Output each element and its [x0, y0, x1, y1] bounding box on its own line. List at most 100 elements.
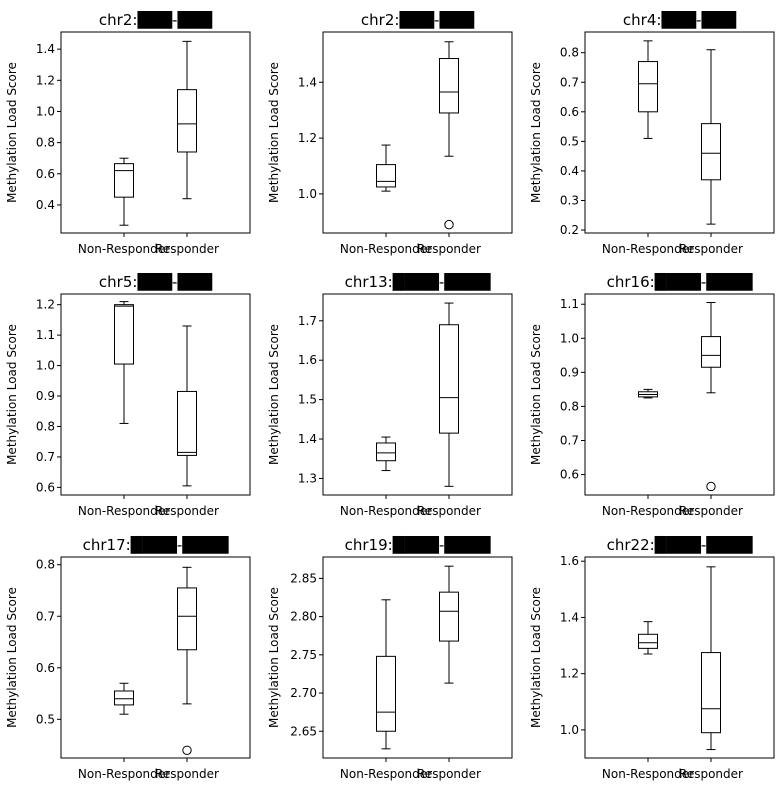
y-tick-label: 2.70	[290, 686, 317, 700]
y-axis-label: Methylation Load Score	[5, 62, 19, 203]
redacted-region: ███-███	[136, 272, 212, 291]
y-axis-label: Methylation Load Score	[529, 587, 543, 728]
x-tick-label: Non-Responder	[602, 767, 694, 781]
box-non-responder	[376, 599, 396, 750]
box-non-responder	[114, 157, 134, 226]
y-tick-label: 1.4	[560, 610, 579, 624]
redacted-region: ███-███	[136, 10, 212, 29]
box-responder	[701, 566, 721, 751]
y-tick-label: 0.6	[36, 661, 55, 675]
title-prefix: chr17:	[83, 536, 131, 554]
x-tick-label: Responder	[155, 504, 219, 518]
y-tick-label: 0.8	[560, 46, 579, 60]
y-tick-label: 1.2	[36, 73, 55, 87]
y-axis-label: Methylation Load Score	[267, 324, 281, 465]
x-tick-label: Responder	[679, 767, 743, 781]
subplot-4: 0.6 0.7 0.8 0.9 1.0 1.1 1.2 Non-ResponderRespon…	[5, 272, 251, 518]
redacted-region: ████-████	[654, 535, 753, 554]
subplot-6: 0.6 0.7 0.8 0.9 1.0 1.1 Non-ResponderResponder…	[529, 272, 775, 518]
iqr-box	[701, 123, 721, 181]
outlier-point	[706, 481, 716, 492]
y-tick-label: 2.75	[290, 648, 317, 662]
y-tick-label: 1.2	[560, 667, 579, 681]
subplot-3: 0.2 0.3 0.4 0.5 0.6 0.7 0.8 Non-ResponderRespon…	[529, 10, 775, 256]
iqr-box	[439, 58, 459, 114]
x-tick-label: Non-Responder	[340, 242, 432, 256]
y-tick-label: 0.2	[560, 223, 579, 237]
y-tick-label: 1.6	[560, 554, 579, 568]
subplot-title: chr4:███-███	[623, 10, 737, 29]
box-non-responder	[638, 388, 658, 399]
y-tick-label: 0.8	[36, 558, 55, 572]
subplot-8: 2.65 2.70 2.75 2.80 2.85 Non-ResponderRespond…	[267, 535, 513, 781]
axes-frame	[60, 31, 251, 234]
x-tick-label: Responder	[155, 767, 219, 781]
iqr-box	[114, 163, 134, 198]
title-prefix: chr19:	[345, 536, 393, 554]
y-tick-label: 1.2	[36, 298, 55, 312]
title-prefix: chr16:	[607, 273, 655, 291]
subplot-title: chr2:███-███	[99, 10, 213, 29]
title-prefix: chr2:	[361, 11, 400, 29]
y-tick-label: 0.7	[560, 433, 579, 447]
box-non-responder	[114, 301, 134, 424]
y-tick-label: 0.6	[36, 167, 55, 181]
axes-frame	[60, 556, 251, 759]
y-tick-label: 0.8	[36, 419, 55, 433]
y-tick-label: 0.5	[36, 712, 55, 726]
box-responder	[439, 41, 459, 230]
y-tick-label: 0.6	[560, 468, 579, 482]
axes-frame	[322, 293, 513, 496]
y-tick-label: 1.0	[560, 723, 579, 737]
axes-frame	[322, 556, 513, 759]
redacted-region: ████-████	[654, 272, 753, 291]
y-tick-label: 0.9	[560, 365, 579, 379]
iqr-box	[638, 633, 658, 649]
x-tick-label: Non-Responder	[78, 504, 170, 518]
iqr-box	[114, 690, 134, 706]
axes-frame	[584, 556, 775, 759]
box-non-responder	[114, 682, 134, 715]
y-tick-label: 1.5	[298, 393, 317, 407]
redacted-region: ███-███	[660, 10, 736, 29]
y-tick-label: 1.0	[298, 187, 317, 201]
box-responder	[177, 40, 197, 200]
box-non-responder	[638, 40, 658, 139]
box-responder	[439, 565, 459, 684]
y-tick-label: 1.3	[298, 471, 317, 485]
x-tick-label: Responder	[679, 504, 743, 518]
y-axis-label: Methylation Load Score	[529, 324, 543, 465]
box-non-responder	[376, 144, 396, 192]
box-responder	[701, 302, 721, 492]
iqr-box	[177, 390, 197, 456]
axes-frame	[584, 293, 775, 496]
x-tick-label: Non-Responder	[340, 504, 432, 518]
y-tick-label: 0.9	[36, 389, 55, 403]
title-prefix: chr4:	[623, 11, 662, 29]
y-tick-label: 2.80	[290, 610, 317, 624]
y-tick-label: 0.6	[560, 105, 579, 119]
redacted-region: ████-████	[392, 535, 491, 554]
outlier-point	[444, 219, 454, 230]
y-tick-label: 1.1	[560, 297, 579, 311]
iqr-box	[376, 655, 396, 732]
x-tick-label: Non-Responder	[602, 242, 694, 256]
y-tick-label: 0.8	[560, 399, 579, 413]
axes-frame	[584, 31, 775, 234]
x-tick-label: Responder	[417, 504, 481, 518]
box-responder	[177, 566, 197, 755]
y-axis-label: Methylation Load Score	[5, 587, 19, 728]
y-tick-label: 2.65	[290, 724, 317, 738]
subplot-title: chr17:████-████	[83, 535, 229, 554]
iqr-box	[177, 89, 197, 153]
subplot-title: chr2:███-███	[361, 10, 475, 29]
y-tick-label: 0.7	[36, 450, 55, 464]
title-prefix: chr5:	[99, 273, 138, 291]
y-tick-label: 1.0	[560, 331, 579, 345]
redacted-region: ███-███	[398, 10, 474, 29]
